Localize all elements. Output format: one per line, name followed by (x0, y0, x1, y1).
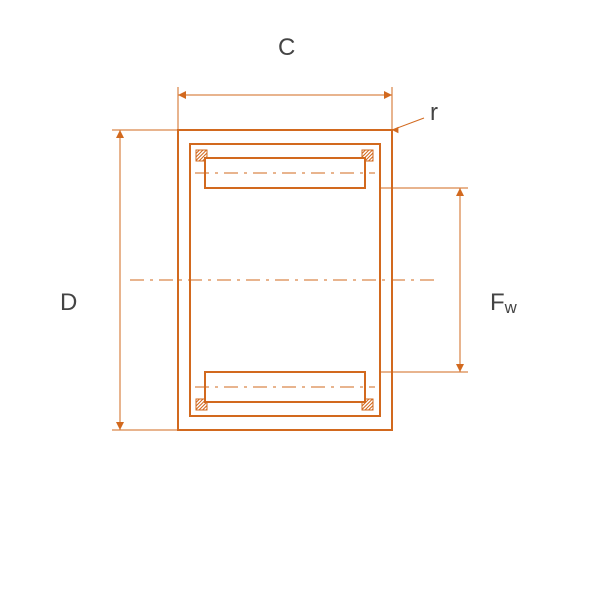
bearing-cross-section-diagram: D C Fw r (0, 0, 600, 600)
arrow-head (116, 130, 124, 138)
arrow-head (116, 422, 124, 430)
arrow-head (456, 188, 464, 196)
label-r: r (430, 99, 438, 126)
arrow-head (178, 91, 186, 99)
label-Fw: Fw (490, 289, 518, 317)
label-C: C (278, 34, 295, 61)
arrow-head (456, 364, 464, 372)
label-D: D (60, 289, 77, 316)
arrow-head (384, 91, 392, 99)
